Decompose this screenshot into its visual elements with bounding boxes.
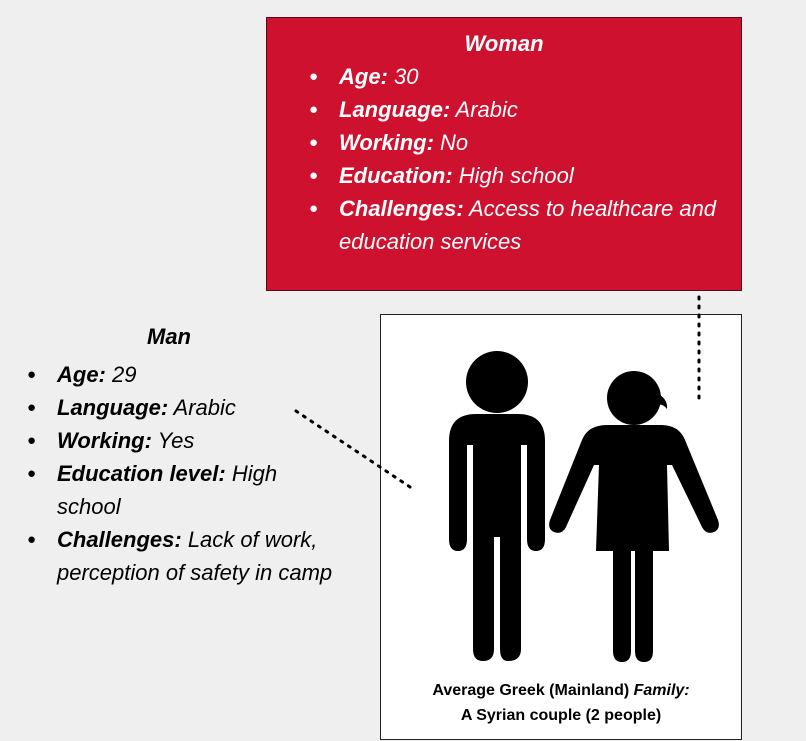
attribute-label: Education level:	[57, 461, 226, 486]
caption-line-2: A Syrian couple (2 people)	[460, 707, 662, 724]
bullet-icon: ●	[27, 465, 37, 482]
list-item: ● Age: 30	[309, 60, 717, 93]
bullet-icon: ●	[309, 134, 319, 151]
man-figure-icon	[449, 351, 545, 661]
caption-italic-text: Family:	[633, 682, 690, 699]
bullet-icon: ●	[27, 432, 37, 449]
attribute-value: No	[433, 130, 469, 155]
man-attribute-list: ● Age: 29 ● Language: Arabic ● Working: Yes…	[27, 358, 342, 589]
list-item: ● Language: Arabic	[27, 391, 342, 424]
woman-figure-icon	[549, 371, 719, 662]
attribute-label: Challenges:	[57, 527, 182, 552]
bullet-icon: ●	[27, 399, 37, 416]
list-item: ● Challenges: Lack of work, perception of…	[27, 523, 342, 589]
caption-bold-text: Average Greek (Mainland)	[432, 682, 634, 699]
attribute-value: 30	[387, 64, 419, 89]
attribute-label: Working:	[57, 428, 152, 453]
man-title: Man	[147, 324, 191, 349]
attribute-label: Age:	[339, 64, 388, 89]
attribute-value: Lack of work, perception of safety in ca…	[57, 527, 333, 585]
list-item: ● Education: High school	[309, 159, 717, 192]
attribute-value: Arabic	[450, 97, 518, 122]
bullet-icon: ●	[27, 366, 37, 383]
list-item: ● Challenges: Access to healthcare and ed…	[309, 192, 717, 258]
attribute-value: 29	[105, 362, 137, 387]
figure-caption: Average Greek (Mainland) Family: A Syria…	[381, 678, 741, 728]
list-item: ● Working: Yes	[27, 424, 342, 457]
bullet-icon: ●	[309, 200, 319, 217]
attribute-value: Arabic	[168, 395, 236, 420]
man-connector-line	[294, 409, 412, 489]
list-item: ● Education level: High school	[27, 457, 342, 523]
woman-attribute-list: ● Age: 30 ● Language: Arabic ● Working: No …	[309, 60, 717, 258]
bullet-icon: ●	[309, 101, 319, 118]
attribute-label: Challenges:	[339, 196, 464, 221]
couple-figure-box: Average Greek (Mainland) Family: A Syria…	[380, 314, 742, 740]
attribute-value: High school	[452, 163, 574, 188]
attribute-value: Access to healthcare and education servi…	[339, 196, 717, 254]
caption-line-1: Average Greek (Mainland) Family:	[381, 678, 741, 703]
attribute-label: Education:	[339, 163, 453, 188]
couple-figure-image	[449, 351, 719, 662]
list-item: ● Age: 29	[27, 358, 342, 391]
list-item: ● Working: No	[309, 126, 717, 159]
attribute-label: Language:	[339, 97, 451, 122]
woman-info-box: Woman ● Age: 30 ● Language: Arabic ● Workin…	[266, 17, 742, 291]
attribute-label: Age:	[57, 362, 106, 387]
bullet-icon: ●	[309, 167, 319, 184]
bullet-icon: ●	[309, 68, 319, 85]
woman-title: Woman	[464, 31, 544, 56]
attribute-label: Working:	[339, 130, 434, 155]
attribute-value: Yes	[151, 428, 195, 453]
bullet-icon: ●	[27, 531, 37, 548]
attribute-value: High school	[57, 461, 278, 519]
attribute-label: Language:	[57, 395, 169, 420]
list-item: ● Language: Arabic	[309, 93, 717, 126]
